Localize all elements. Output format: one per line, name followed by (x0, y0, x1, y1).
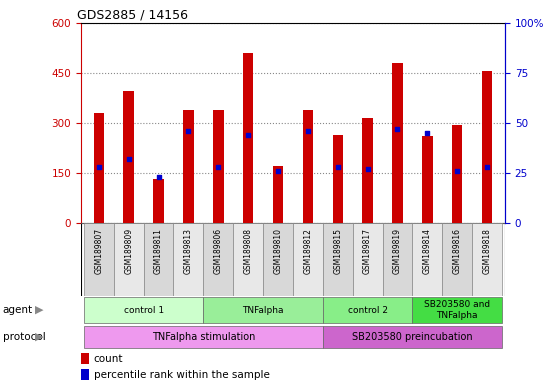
Point (304, 128, 312, 134)
Bar (333, 134, 343, 223)
Text: ▶: ▶ (35, 332, 43, 342)
Text: GSM189818: GSM189818 (483, 228, 492, 274)
Point (453, 168, 461, 174)
Point (124, 156, 133, 162)
Point (154, 174, 163, 180)
Bar (273, 166, 283, 223)
Bar (383, 223, 412, 296)
Bar (153, 179, 164, 223)
Text: GSM189807: GSM189807 (94, 228, 103, 274)
Text: GSM189811: GSM189811 (154, 228, 163, 274)
Bar (143, 223, 174, 296)
Point (273, 168, 282, 174)
Bar (84, 326, 323, 348)
Bar (243, 53, 253, 223)
Bar (452, 124, 463, 223)
Text: SB203580 preincubation: SB203580 preincubation (352, 332, 473, 342)
Bar (81, 369, 89, 381)
Bar (412, 223, 442, 296)
Text: GSM189815: GSM189815 (333, 228, 342, 274)
Text: GSM189816: GSM189816 (453, 228, 461, 274)
Text: GSM189808: GSM189808 (244, 228, 253, 274)
Bar (472, 223, 502, 296)
Text: GDS2885 / 14156: GDS2885 / 14156 (76, 9, 187, 22)
Bar (362, 118, 373, 223)
Bar (263, 223, 293, 296)
Bar (302, 109, 313, 223)
Bar (392, 63, 403, 223)
Text: TNFalpha stimulation: TNFalpha stimulation (152, 332, 255, 342)
Text: ▶: ▶ (35, 305, 43, 315)
Bar (84, 223, 114, 296)
Bar (353, 223, 383, 296)
Point (184, 128, 193, 134)
Point (483, 164, 492, 170)
Text: GSM189817: GSM189817 (363, 228, 372, 274)
Bar (203, 297, 323, 323)
Text: GSM189810: GSM189810 (273, 228, 282, 274)
Bar (213, 109, 224, 223)
Text: protocol: protocol (3, 332, 46, 342)
Bar (114, 223, 143, 296)
Bar (174, 223, 203, 296)
Bar (323, 297, 412, 323)
Text: TNFalpha: TNFalpha (242, 306, 284, 314)
Point (214, 164, 223, 170)
Text: GSM189819: GSM189819 (393, 228, 402, 274)
Text: SB203580 and
TNFalpha: SB203580 and TNFalpha (424, 300, 490, 320)
Text: GSM189806: GSM189806 (214, 228, 223, 274)
Bar (183, 109, 194, 223)
Bar (442, 223, 472, 296)
Text: percentile rank within the sample: percentile rank within the sample (94, 370, 270, 380)
Text: agent: agent (3, 305, 33, 315)
Text: GSM189814: GSM189814 (423, 228, 432, 274)
Bar (323, 326, 502, 348)
Point (333, 164, 342, 170)
Point (94, 164, 103, 170)
Bar (84, 297, 203, 323)
Bar (123, 91, 134, 223)
Text: GSM189809: GSM189809 (124, 228, 133, 274)
Point (423, 130, 432, 136)
Point (244, 132, 253, 138)
Bar (412, 297, 502, 323)
Point (363, 166, 372, 172)
Text: GSM189813: GSM189813 (184, 228, 193, 274)
Text: GSM189812: GSM189812 (304, 228, 312, 274)
Bar (233, 223, 263, 296)
Point (393, 126, 402, 132)
Text: control 2: control 2 (348, 306, 388, 314)
Bar (323, 223, 353, 296)
Bar (293, 223, 323, 296)
Bar (81, 353, 89, 364)
Bar (422, 136, 432, 223)
Text: control 1: control 1 (123, 306, 163, 314)
Text: count: count (94, 354, 123, 364)
Bar (482, 71, 492, 223)
Bar (94, 113, 104, 223)
Bar (203, 223, 233, 296)
